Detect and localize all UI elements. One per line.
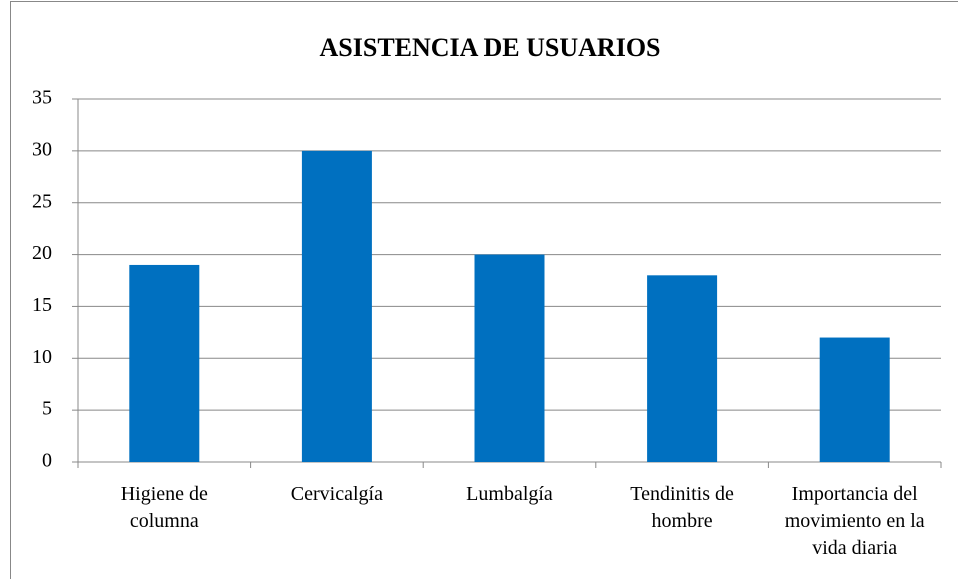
bar	[301, 150, 372, 462]
y-tick-label: 25	[32, 190, 52, 212]
y-tick-label: 35	[32, 87, 52, 109]
x-tick-label: Importancia del movimiento en la vida di…	[784, 483, 925, 559]
bar	[647, 275, 718, 462]
x-tick-label: Cervicalgía	[290, 483, 383, 505]
bar	[474, 254, 545, 462]
chart-border	[10, 1, 958, 579]
bar	[129, 264, 200, 462]
bar	[819, 337, 890, 462]
x-tick-label: Lumbalgía	[466, 483, 553, 505]
y-tick-label: 10	[32, 346, 52, 368]
y-tick-label: 30	[32, 138, 52, 160]
y-tick-label: 0	[42, 450, 52, 472]
chart-title: ASISTENCIA DE USUARIOS	[320, 33, 661, 62]
x-tick-label: Higiene de columna	[120, 483, 208, 532]
y-tick-label: 5	[42, 398, 52, 420]
y-tick-label: 20	[32, 242, 52, 264]
x-tick-label: Tendinitis de hombre	[630, 483, 734, 532]
y-tick-label: 15	[32, 294, 52, 316]
